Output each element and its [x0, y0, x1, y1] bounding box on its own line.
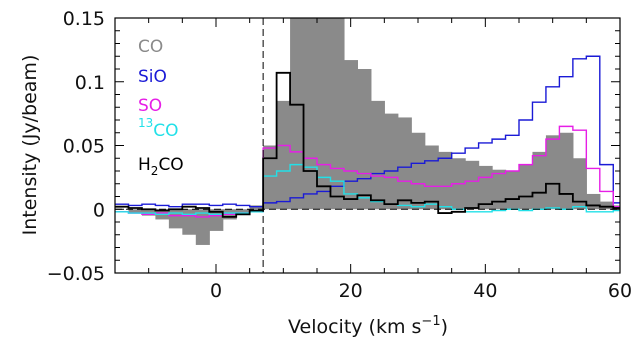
- co-bar: [572, 158, 587, 210]
- co-bar: [276, 100, 291, 210]
- co-bar: [128, 209, 143, 214]
- co-bar: [330, 18, 345, 210]
- legend-entry: H2CO: [138, 155, 184, 178]
- legend-entry: SiO: [138, 67, 167, 87]
- x-title-superscript: −1: [421, 314, 440, 329]
- legend-entry: 13CO: [138, 116, 179, 141]
- co-bar: [303, 18, 318, 210]
- co-bar: [545, 135, 560, 210]
- legend-label-tail: CO: [158, 155, 183, 175]
- y-tick-label: 0.1: [75, 72, 105, 94]
- co-bar: [236, 209, 251, 215]
- series-h2co-line: [115, 71, 620, 218]
- co-bar: [438, 151, 453, 210]
- co-bar: [532, 151, 547, 210]
- y-tick-label: 0.15: [63, 8, 105, 30]
- co-bar: [343, 60, 358, 210]
- co-bar: [519, 164, 534, 210]
- y-axis-title: Intensity (Jy/beam): [19, 55, 41, 236]
- co-bar: [168, 209, 183, 229]
- series-layer: [115, 18, 620, 245]
- legend-label: CO: [153, 121, 178, 141]
- co-bar: [559, 132, 574, 210]
- axis-ticks: 0 20 40 60 −0.05 0 0.05 0.1 0.15: [47, 8, 632, 302]
- co-bar: [384, 113, 399, 210]
- co-bar: [424, 145, 439, 210]
- co-bar: [370, 100, 385, 210]
- co-bar: [317, 18, 332, 210]
- co-bar: [599, 201, 614, 210]
- legend-subscript: 2: [151, 164, 159, 178]
- co-bar: [263, 145, 278, 210]
- co-bar: [290, 18, 305, 210]
- co-bar: [465, 160, 480, 210]
- y-tick-label: −0.05: [47, 263, 105, 285]
- y-tick-label: 0: [93, 199, 105, 221]
- x-tick-label: 20: [339, 280, 363, 302]
- series-co-bars: [128, 18, 620, 245]
- legend-superscript: 13: [138, 116, 153, 130]
- co-bar: [492, 169, 507, 210]
- co-bar: [195, 209, 210, 245]
- x-title-main: Velocity (km s: [288, 316, 421, 338]
- legend-entry: SO: [138, 96, 162, 116]
- co-bar: [411, 132, 426, 210]
- x-tick-label: 0: [210, 280, 222, 302]
- co-bar: [478, 165, 493, 210]
- co-bar: [357, 69, 372, 210]
- co-bar: [397, 117, 412, 210]
- legend-entry: CO: [138, 37, 163, 57]
- x-axis-title: Velocity (km s−1): [288, 314, 448, 338]
- legend-label: H: [138, 155, 151, 175]
- co-bar: [505, 171, 520, 210]
- x-tick-label: 60: [608, 280, 632, 302]
- x-tick-label: 40: [473, 280, 497, 302]
- co-bar: [182, 209, 197, 235]
- co-bar: [586, 193, 601, 210]
- x-title-tail: ): [441, 316, 448, 338]
- y-tick-label: 0.05: [63, 136, 105, 158]
- series-so-line: [115, 125, 620, 218]
- reference-lines: [115, 18, 620, 273]
